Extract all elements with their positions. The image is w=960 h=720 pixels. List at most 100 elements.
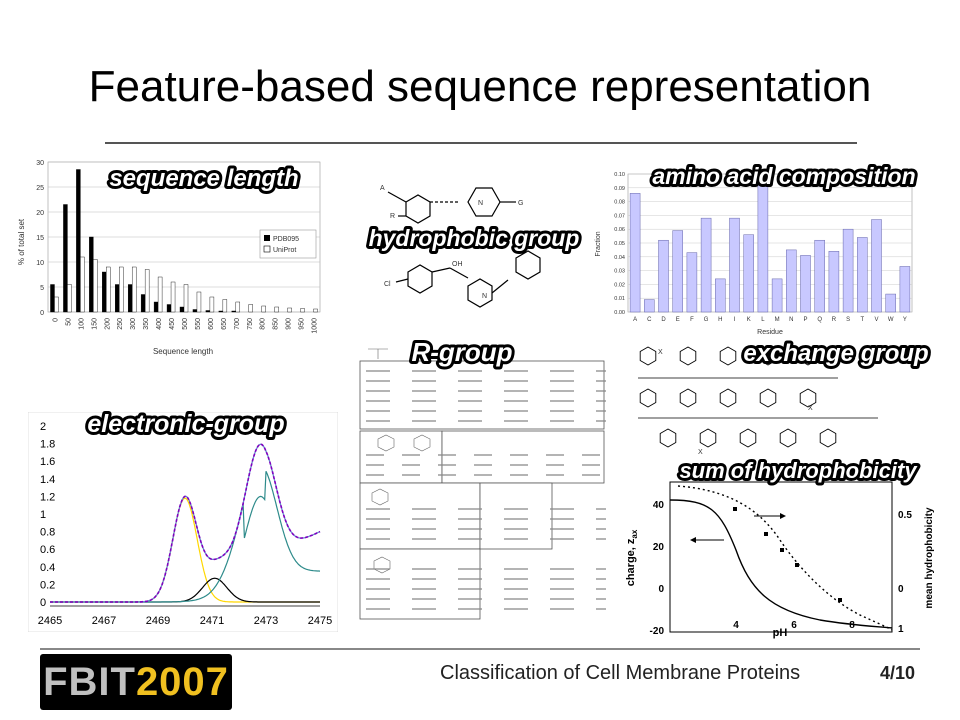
benzene-ring xyxy=(639,388,657,408)
bar xyxy=(170,281,176,313)
benzene-ring xyxy=(639,346,657,366)
x-tick-label: P xyxy=(803,317,807,323)
bar xyxy=(205,310,211,313)
x-tick-label: S xyxy=(846,317,850,323)
bar xyxy=(196,291,202,313)
bar xyxy=(700,217,712,313)
y-ticks: 0 5 10 15 20 25 30 xyxy=(36,160,44,317)
bar xyxy=(106,266,111,313)
bar xyxy=(231,310,237,313)
x-tick-label: K xyxy=(747,317,751,323)
title-divider xyxy=(105,142,857,144)
bar xyxy=(857,237,868,313)
exchange-group-structure: X X X xyxy=(638,346,878,456)
atom-label: OH xyxy=(452,261,463,268)
y-tick-label: 1.2 xyxy=(40,491,55,503)
x-tick-label: H xyxy=(718,317,722,323)
bar xyxy=(63,204,68,313)
x-tick-label: 150 xyxy=(91,318,98,330)
y-tick-label: 40 xyxy=(653,500,665,511)
ticks: 4 6 8 -20 0 20 40 0 0.5 1 xyxy=(650,500,913,637)
y-tick-label: 1 xyxy=(40,509,46,521)
y-tick-label: 1.8 xyxy=(40,439,55,451)
y-tick-label: 1.4 xyxy=(40,474,55,486)
bar xyxy=(115,284,120,313)
y-tick-label: 0.04 xyxy=(614,255,625,261)
y-axis-label-left: charge, zax xyxy=(625,529,639,586)
x-tick-label: R xyxy=(832,317,837,323)
bar xyxy=(222,299,228,313)
y-tick-label: -20 xyxy=(650,626,665,637)
bar xyxy=(842,228,854,313)
atom-label: G xyxy=(518,200,523,207)
x-tick-label: Y xyxy=(903,317,907,323)
y-axis-label: Fraction xyxy=(595,231,602,256)
y-tick-label: 2 xyxy=(40,421,46,433)
x-tick-label: N xyxy=(789,317,793,323)
x-tick-label: 2473 xyxy=(254,615,278,627)
x-tick-label: 250 xyxy=(117,318,124,330)
bar xyxy=(313,308,318,313)
y-tick-label: 20 xyxy=(36,210,44,217)
x-tick-label: 600 xyxy=(208,318,215,330)
bar xyxy=(885,293,896,313)
benzene-ring xyxy=(759,388,777,408)
x-tick-label: 50 xyxy=(65,318,72,326)
x-tick-label: 8 xyxy=(849,620,855,631)
x-tick-label: 750 xyxy=(247,318,254,330)
y-ticks: 0.00 0.01 0.02 0.03 0.04 0.05 0.06 0.07 0.08 0.09… xyxy=(614,172,625,316)
bar xyxy=(686,252,698,313)
y-tick-label-right: 1 xyxy=(898,624,904,635)
x-tick-label: 2471 xyxy=(200,615,224,627)
atom-label: N xyxy=(482,293,487,300)
bar xyxy=(140,294,146,313)
x-tick-label: 350 xyxy=(143,318,150,330)
benzene-ring xyxy=(679,346,697,366)
bar xyxy=(192,309,198,313)
bar xyxy=(218,310,224,313)
benzene-ring xyxy=(799,346,817,366)
bar xyxy=(76,169,81,313)
y-tick-label: 0.00 xyxy=(614,310,625,316)
y-axis-label: % of total set xyxy=(18,218,26,265)
x-tick-label: 550 xyxy=(195,318,202,330)
x-tick-label: 500 xyxy=(182,318,189,330)
footer-divider xyxy=(40,648,920,650)
x-tick-label: 1000 xyxy=(312,318,319,334)
legend-entry: UniProt xyxy=(273,247,296,254)
y-tick-label: 1.6 xyxy=(40,456,55,468)
measured-curve xyxy=(50,443,321,603)
bar xyxy=(828,251,840,313)
bar xyxy=(179,306,185,313)
bar xyxy=(743,234,754,313)
substituent-label: X xyxy=(808,405,813,412)
x-tick-label: A xyxy=(633,317,637,323)
x-tick-label: I xyxy=(734,317,736,323)
bar xyxy=(729,217,740,313)
hydrophobic-molecule-diagram: A R G Cl OH N N xyxy=(380,185,541,308)
benzene-ring xyxy=(659,428,677,448)
benzene-ring xyxy=(759,346,777,366)
hydrophobicity-curve xyxy=(677,485,893,631)
y-tick-label: 0 xyxy=(658,584,664,595)
bars xyxy=(50,169,318,313)
bar xyxy=(629,193,641,313)
amino-acid-composition-chart: 0.00 0.01 0.02 0.03 0.04 0.05 0.06 0.07 0.08 0.09… xyxy=(595,172,913,336)
axes: 0 0.2 0.4 0.6 0.8 1 1.2 1.4 1.6 1.8 2 2465 2467 2469 2… xyxy=(38,421,332,627)
benzene-ring xyxy=(779,428,797,448)
table-text-lines xyxy=(366,370,606,610)
benzene-ring xyxy=(719,388,737,408)
y-tick-label: 0 xyxy=(40,310,44,317)
x-tick-label: T xyxy=(860,317,864,323)
bars xyxy=(629,177,911,313)
substituent-label: X xyxy=(658,349,663,356)
bar xyxy=(209,296,215,313)
bar xyxy=(261,305,266,313)
spectrum-curves xyxy=(50,443,321,603)
y-tick-label: 0.6 xyxy=(40,544,55,556)
bar xyxy=(800,255,811,313)
y-tick-label: 10 xyxy=(36,260,44,267)
x-tick-label: 6 xyxy=(791,620,797,631)
y-tick-label: 0.10 xyxy=(614,172,625,178)
